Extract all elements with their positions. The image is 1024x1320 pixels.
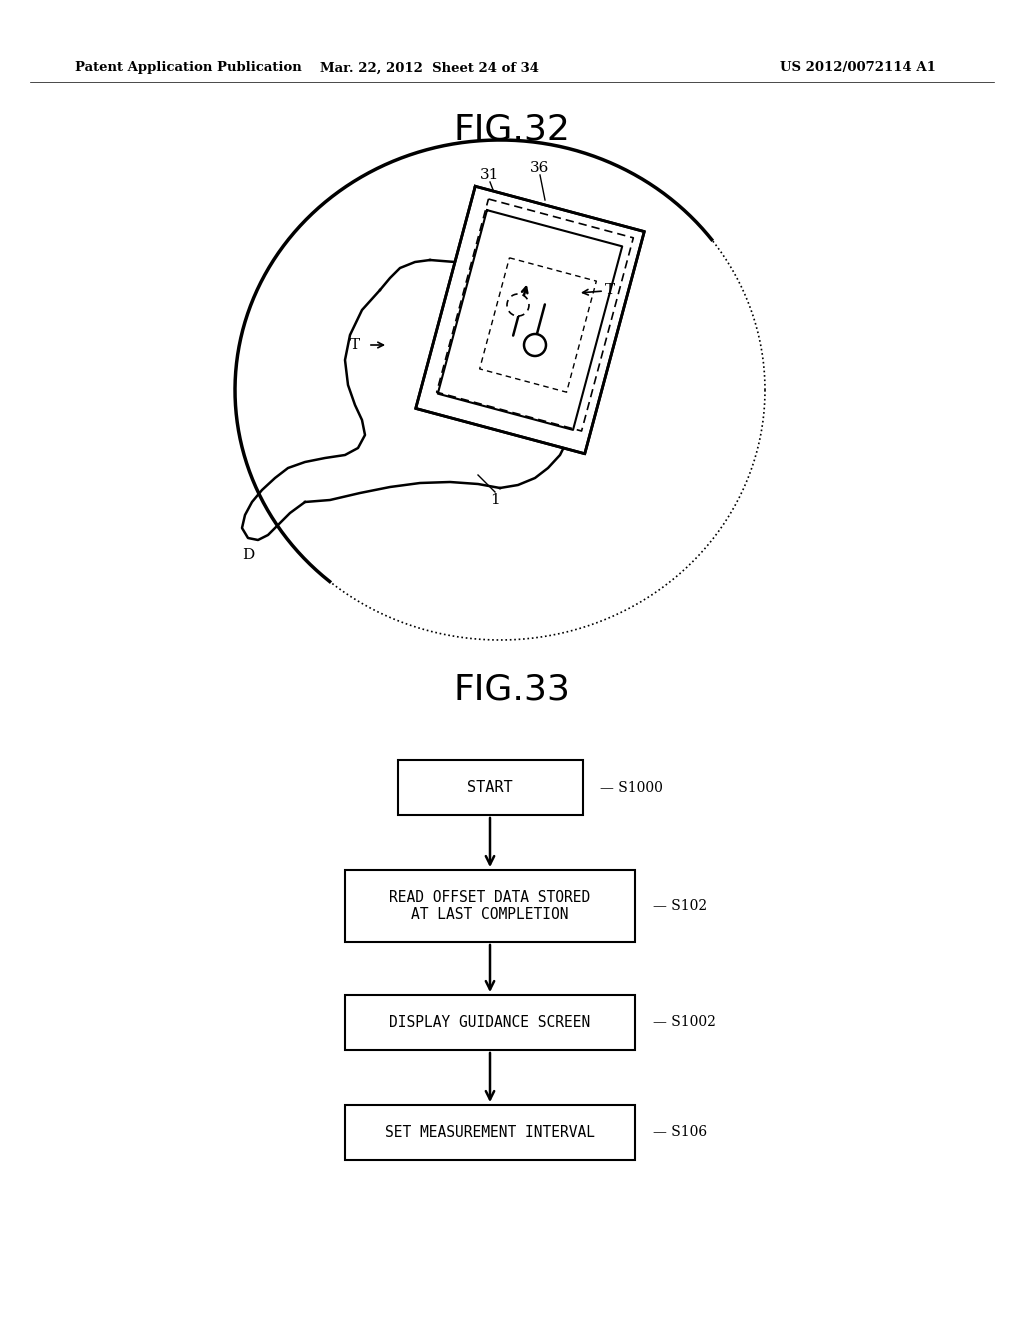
Bar bbox=[345, 1105, 635, 1160]
Text: FIG.32: FIG.32 bbox=[454, 114, 570, 147]
Text: 31: 31 bbox=[480, 168, 500, 182]
Text: 36: 36 bbox=[530, 161, 550, 176]
Text: — S1002: — S1002 bbox=[653, 1015, 716, 1030]
Text: T: T bbox=[605, 282, 615, 297]
Bar bbox=[345, 995, 635, 1049]
Text: — S102: — S102 bbox=[653, 899, 708, 913]
Text: Patent Application Publication: Patent Application Publication bbox=[75, 62, 302, 74]
Text: T: T bbox=[350, 338, 360, 352]
Bar bbox=[345, 870, 635, 942]
Text: D: D bbox=[242, 548, 254, 562]
Text: READ OFFSET DATA STORED
AT LAST COMPLETION: READ OFFSET DATA STORED AT LAST COMPLETI… bbox=[389, 890, 591, 923]
Text: DISPLAY GUIDANCE SCREEN: DISPLAY GUIDANCE SCREEN bbox=[389, 1015, 591, 1030]
Circle shape bbox=[507, 294, 529, 315]
Circle shape bbox=[524, 334, 546, 356]
Text: SET MEASUREMENT INTERVAL: SET MEASUREMENT INTERVAL bbox=[385, 1125, 595, 1140]
Text: Mar. 22, 2012  Sheet 24 of 34: Mar. 22, 2012 Sheet 24 of 34 bbox=[321, 62, 540, 74]
Text: START: START bbox=[467, 780, 513, 795]
Text: — S1000: — S1000 bbox=[600, 780, 664, 795]
Text: 1: 1 bbox=[490, 492, 500, 507]
Text: FIG.33: FIG.33 bbox=[454, 673, 570, 708]
Bar bbox=[397, 760, 583, 814]
Text: — S106: — S106 bbox=[653, 1126, 708, 1139]
Polygon shape bbox=[416, 186, 644, 454]
Text: US 2012/0072114 A1: US 2012/0072114 A1 bbox=[780, 62, 936, 74]
